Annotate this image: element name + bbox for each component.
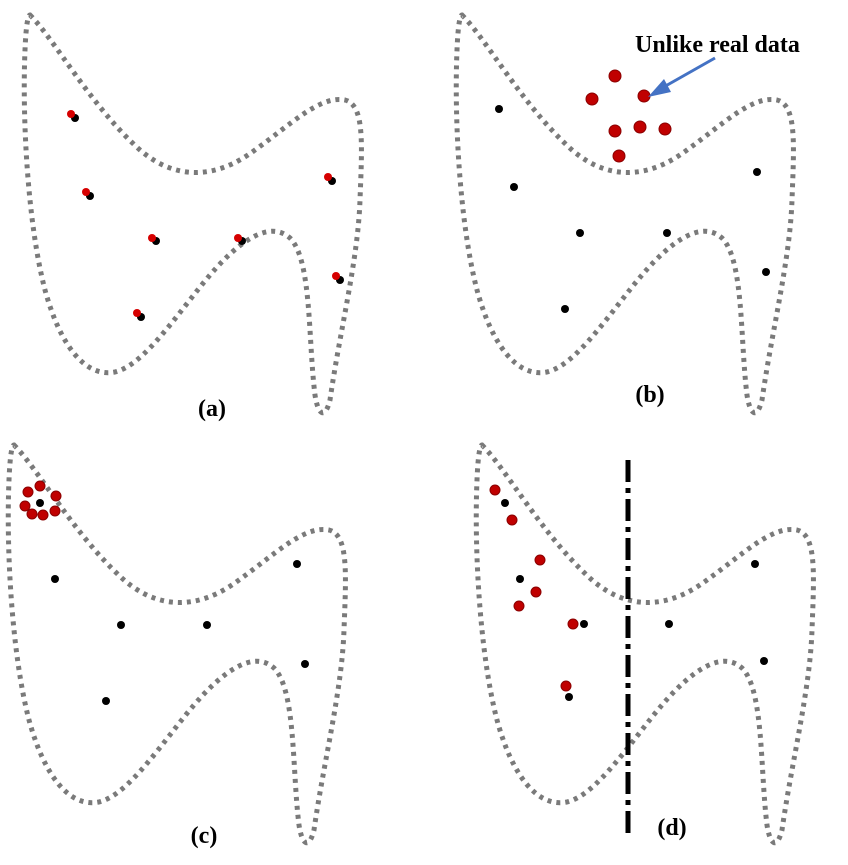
real-point — [51, 575, 59, 583]
real-points — [501, 499, 768, 701]
panel-label: (c) — [191, 823, 218, 849]
real-point — [293, 560, 301, 568]
real-point — [753, 168, 761, 176]
generated-point — [49, 505, 61, 517]
point-pairs — [67, 110, 344, 321]
generated-point — [530, 586, 542, 598]
real-point — [117, 621, 125, 629]
panel-label: (d) — [657, 815, 686, 841]
arrow-shaft — [661, 56, 716, 90]
real-point — [203, 621, 211, 629]
real-point — [36, 499, 44, 507]
real-points — [36, 499, 309, 705]
generated-point — [22, 486, 34, 498]
real-point — [665, 620, 673, 628]
generated-point — [658, 122, 672, 136]
generated-point — [560, 680, 572, 692]
generated-points — [489, 484, 579, 692]
generated-point — [26, 508, 38, 520]
generated-points-collapsed — [19, 480, 62, 521]
generated-point — [234, 234, 242, 242]
real-point — [495, 105, 503, 113]
generated-point — [567, 618, 579, 630]
generated-point — [34, 480, 46, 492]
panel-b: Unlike real data (b) — [456, 15, 800, 413]
generated-point — [534, 554, 546, 566]
panel-label: (a) — [198, 396, 226, 422]
data-manifold-outline — [8, 445, 345, 843]
generated-point — [133, 309, 141, 317]
generated-point — [148, 234, 156, 242]
real-point — [565, 693, 573, 701]
data-manifold-outline — [476, 445, 813, 843]
generated-point — [37, 509, 49, 521]
data-manifold-outline — [456, 15, 793, 413]
generated-point — [608, 69, 622, 83]
annotation-arrow — [648, 56, 716, 97]
generated-point — [637, 89, 651, 103]
generated-point — [332, 272, 340, 280]
real-point — [760, 657, 768, 665]
panel-a: (a) — [24, 15, 361, 422]
generated-point — [585, 92, 599, 106]
real-point — [580, 620, 588, 628]
real-point — [510, 183, 518, 191]
real-point — [301, 660, 309, 668]
real-points — [495, 105, 770, 313]
generated-point — [633, 120, 647, 134]
generated-point — [82, 188, 90, 196]
real-point — [102, 697, 110, 705]
real-point — [751, 560, 759, 568]
generated-point — [67, 110, 75, 118]
panel-d: (d) — [476, 445, 813, 843]
real-point — [501, 499, 509, 507]
panel-label: (b) — [635, 382, 664, 408]
real-point — [561, 305, 569, 313]
data-manifold-outline — [24, 15, 361, 413]
annotation-text: Unlike real data — [635, 32, 800, 58]
arrow-head-icon — [648, 79, 671, 97]
generated-point — [612, 149, 626, 163]
generated-point — [513, 600, 525, 612]
real-point — [576, 229, 584, 237]
real-point — [516, 575, 524, 583]
panel-c: (c) — [8, 445, 345, 849]
generated-point — [50, 490, 62, 502]
generated-points-cluster — [585, 69, 672, 163]
generated-point — [19, 500, 31, 512]
real-point — [663, 229, 671, 237]
generated-point — [489, 484, 501, 496]
real-point — [762, 268, 770, 276]
generated-point — [324, 173, 332, 181]
generated-point — [608, 124, 622, 138]
generated-point — [506, 514, 518, 526]
